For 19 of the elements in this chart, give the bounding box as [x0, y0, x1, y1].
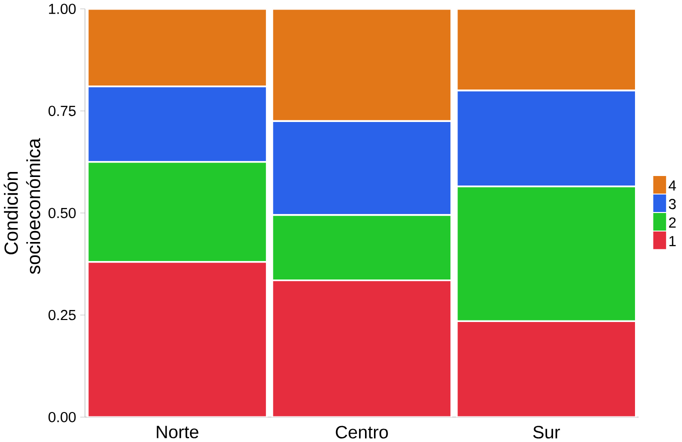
bar [86, 8, 268, 88]
bar [86, 261, 268, 417]
y-tick-label: 0.25 [48, 310, 76, 320]
bar [456, 8, 637, 92]
x-tick-label: Sur [533, 426, 560, 438]
legend-label: 3 [668, 198, 676, 210]
y-tick-label: 1.00 [49, 4, 76, 14]
y-tick-label: 0.50 [48, 208, 76, 218]
y-tick-label: 0.00 [48, 412, 76, 422]
legend-label: 1 [669, 236, 676, 246]
bar [271, 279, 452, 417]
legend-label: 2 [669, 217, 676, 228]
y-axis-title: Condición socioeconómica [4, 138, 40, 274]
y-tick-label: 0.75 [48, 106, 76, 116]
legend-label: 4 [668, 180, 676, 190]
x-tick-label: Centro [336, 426, 388, 438]
bar [271, 8, 452, 122]
x-tick-label: Norte [156, 426, 198, 438]
bar [456, 320, 637, 417]
